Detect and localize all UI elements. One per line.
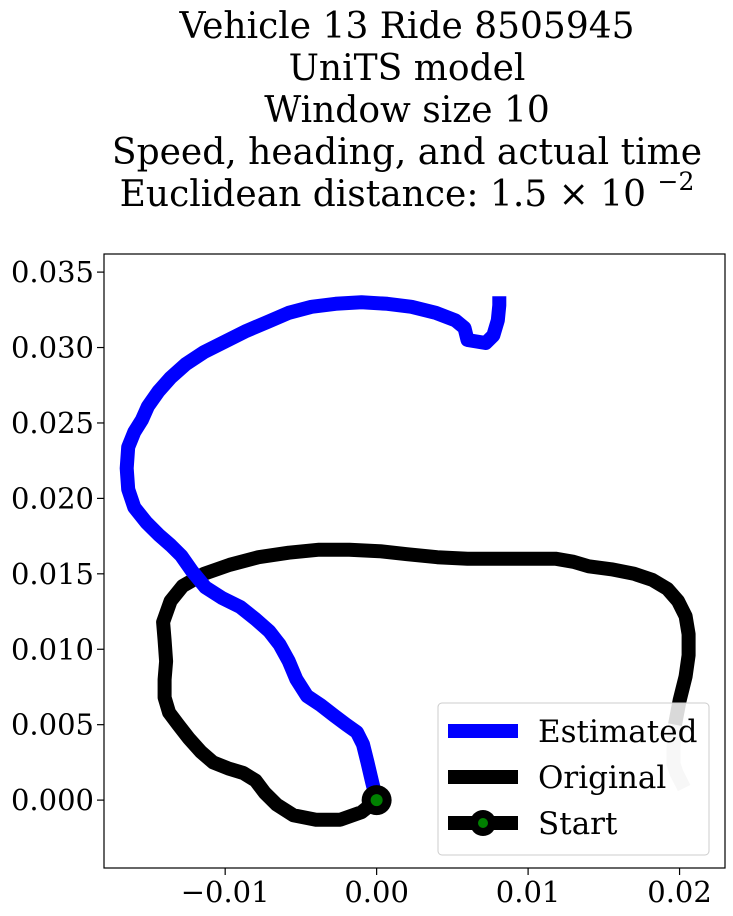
y-axis-ticks: 0.000 0.005 0.010 0.015 0.020 0.025 0.030 0.035 — [11, 255, 104, 817]
y-tick-label: 0.005 — [11, 708, 94, 742]
x-tick-label: 0.01 — [496, 875, 561, 909]
title-power-base: 10 — [600, 174, 646, 215]
series-estimated-line — [119, 295, 507, 802]
y-tick-label: 0.025 — [11, 406, 94, 440]
legend-swatch-start-inner — [478, 818, 488, 828]
title-line-5: Euclidean distance: 1.5 × 10 −2 — [120, 167, 695, 215]
legend-label-estimated: Estimated — [538, 714, 697, 750]
y-tick-label: 0.015 — [11, 557, 94, 591]
y-tick-label: 0.030 — [11, 331, 94, 365]
title-line-2: UniTS model — [289, 48, 526, 89]
legend: Estimated Original Start — [437, 702, 710, 856]
title-line-3: Window size 10 — [264, 90, 550, 131]
plot-frame — [103, 253, 726, 869]
start-marker-inner — [370, 794, 383, 807]
x-tick-label: 0.02 — [647, 875, 712, 909]
y-tick-label: 0.035 — [11, 255, 94, 289]
title-line-4: Speed, heading, and actual time — [112, 132, 702, 173]
y-tick-label: 0.000 — [11, 783, 94, 817]
title-line-1: Vehicle 13 Ride 8505945 — [178, 6, 634, 47]
y-tick-label: 0.010 — [11, 632, 94, 666]
chart-title: Vehicle 13 Ride 8505945 UniTS model Wind… — [112, 6, 702, 215]
legend-label-original: Original — [538, 760, 666, 796]
x-tick-label: 0.00 — [344, 875, 409, 909]
title-times-sign: × — [559, 174, 589, 215]
series-original-line — [156, 542, 696, 827]
x-tick-label: −0.01 — [181, 875, 270, 909]
legend-label-start: Start — [538, 806, 618, 842]
y-tick-label: 0.020 — [11, 481, 94, 515]
x-axis-ticks: −0.01 0.00 0.01 0.02 — [181, 868, 712, 909]
title-distance-prefix: Euclidean distance: 1.5 — [120, 174, 548, 215]
title-power-exponent: −2 — [658, 167, 695, 196]
